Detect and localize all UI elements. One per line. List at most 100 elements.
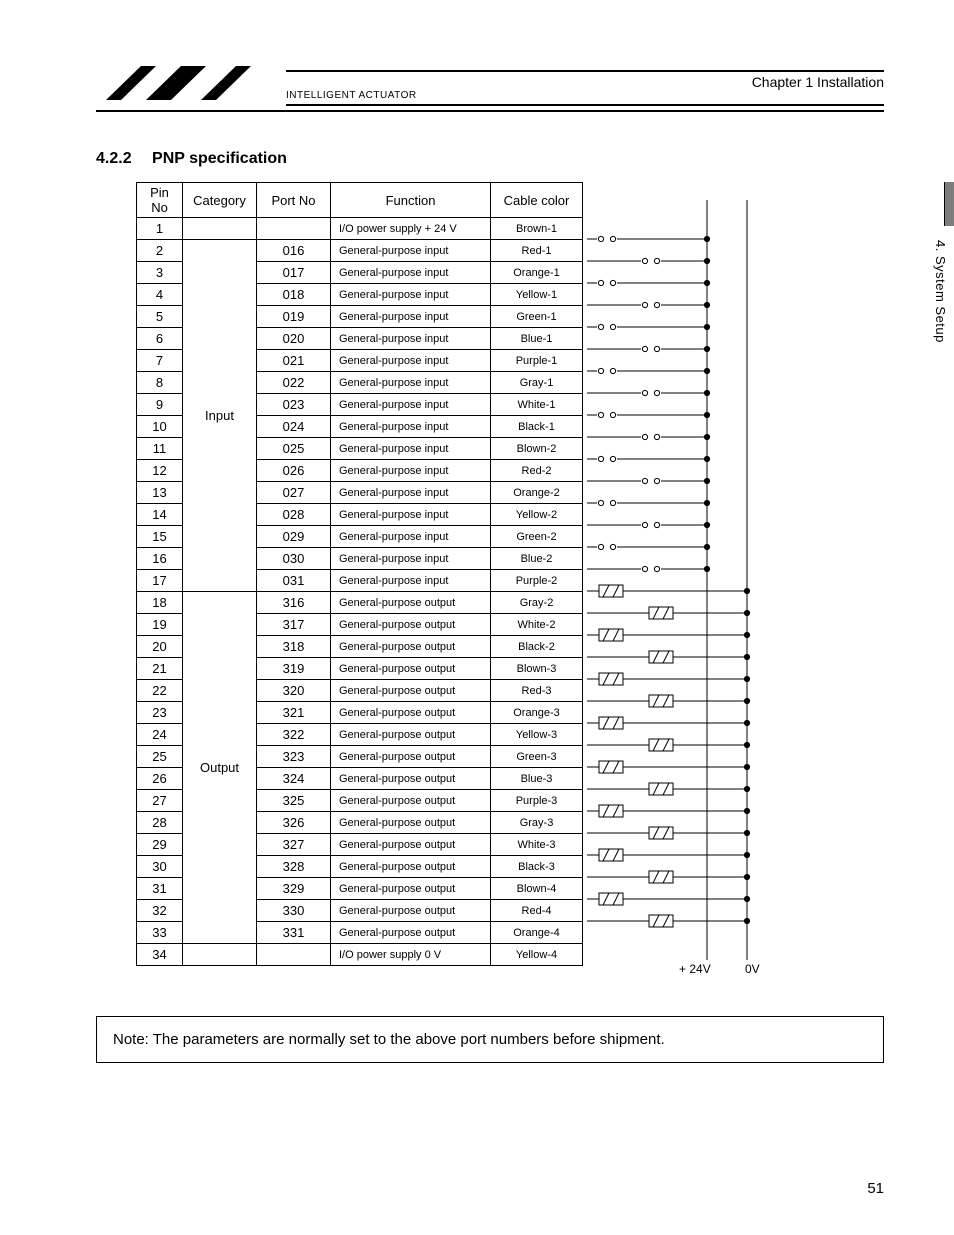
- page-number: 51: [867, 1180, 884, 1197]
- cell-function: General-purpose input: [331, 416, 491, 438]
- cell-function: General-purpose input: [331, 350, 491, 372]
- cell-function: I/O power supply 0 V: [331, 944, 491, 966]
- cell-color: Orange-3: [491, 702, 583, 724]
- cell-pin: 4: [137, 284, 183, 306]
- section-number: 4.2.2: [96, 150, 132, 168]
- cell-function: General-purpose input: [331, 328, 491, 350]
- cell-color: Orange-2: [491, 482, 583, 504]
- cell-port: 031: [257, 570, 331, 592]
- cell-port: 323: [257, 746, 331, 768]
- cell-port: [257, 218, 331, 240]
- cell-color: Blown-4: [491, 878, 583, 900]
- side-tab-bar: [944, 182, 954, 226]
- cell-port: 030: [257, 548, 331, 570]
- cell-function: General-purpose output: [331, 768, 491, 790]
- cell-color: Blue-1: [491, 328, 583, 350]
- cell-category: Input: [183, 240, 257, 592]
- cell-pin: 13: [137, 482, 183, 504]
- cell-function: General-purpose input: [331, 262, 491, 284]
- cell-port: 320: [257, 680, 331, 702]
- page-header: INTELLIGENT ACTUATOR Chapter 1 Installat…: [96, 60, 884, 120]
- cell-pin: 28: [137, 812, 183, 834]
- cell-function: General-purpose output: [331, 636, 491, 658]
- cell-color: Yellow-1: [491, 284, 583, 306]
- cell-pin: 30: [137, 856, 183, 878]
- note-box: Note: The parameters are normally set to…: [96, 1016, 884, 1063]
- cell-port: 322: [257, 724, 331, 746]
- cell-port: 023: [257, 394, 331, 416]
- cell-port: 324: [257, 768, 331, 790]
- cell-color: White-1: [491, 394, 583, 416]
- section-name: PNP specification: [152, 150, 287, 167]
- cell-port: 018: [257, 284, 331, 306]
- cell-color: Blue-2: [491, 548, 583, 570]
- brand-logo: [96, 60, 286, 110]
- cell-pin: 12: [137, 460, 183, 482]
- cell-port: [257, 944, 331, 966]
- cell-pin: 9: [137, 394, 183, 416]
- cell-color: Red-2: [491, 460, 583, 482]
- cell-function: General-purpose output: [331, 724, 491, 746]
- voltage-zero: 0V: [745, 962, 760, 976]
- cell-port: 019: [257, 306, 331, 328]
- cell-color: White-2: [491, 614, 583, 636]
- cell-function: I/O power supply + 24 V: [331, 218, 491, 240]
- cell-port: 326: [257, 812, 331, 834]
- cell-port: 325: [257, 790, 331, 812]
- cell-port: 330: [257, 900, 331, 922]
- cell-function: General-purpose output: [331, 658, 491, 680]
- cell-color: Yellow-2: [491, 504, 583, 526]
- cell-category: [183, 944, 257, 966]
- cell-function: General-purpose input: [331, 548, 491, 570]
- cell-pin: 32: [137, 900, 183, 922]
- section-title: 4.2.2 PNP specification: [96, 150, 884, 168]
- cell-pin: 25: [137, 746, 183, 768]
- cell-color: Red-1: [491, 240, 583, 262]
- cell-port: 026: [257, 460, 331, 482]
- cell-pin: 26: [137, 768, 183, 790]
- cell-pin: 11: [137, 438, 183, 460]
- cell-port: 016: [257, 240, 331, 262]
- cell-function: General-purpose output: [331, 900, 491, 922]
- cell-function: General-purpose output: [331, 592, 491, 614]
- side-tab: 4. System Setup: [926, 200, 954, 420]
- cell-function: General-purpose input: [331, 482, 491, 504]
- cell-port: 317: [257, 614, 331, 636]
- cell-pin: 10: [137, 416, 183, 438]
- cell-category: Output: [183, 592, 257, 944]
- cell-color: Blown-2: [491, 438, 583, 460]
- cell-function: General-purpose output: [331, 834, 491, 856]
- cell-port: 331: [257, 922, 331, 944]
- cell-color: Green-2: [491, 526, 583, 548]
- cell-port: 327: [257, 834, 331, 856]
- cell-function: General-purpose input: [331, 372, 491, 394]
- brand-text: INTELLIGENT ACTUATOR: [286, 90, 417, 101]
- cell-color: Gray-3: [491, 812, 583, 834]
- chapter-label: Chapter 1 Installation: [752, 74, 884, 90]
- cell-function: General-purpose output: [331, 856, 491, 878]
- cell-pin: 31: [137, 878, 183, 900]
- cell-category: [183, 218, 257, 240]
- th-cat: Category: [183, 183, 257, 218]
- th-pin: Pin No: [137, 183, 183, 218]
- cell-port: 021: [257, 350, 331, 372]
- cell-color: Green-1: [491, 306, 583, 328]
- cell-pin: 7: [137, 350, 183, 372]
- cell-port: 029: [257, 526, 331, 548]
- cell-port: 017: [257, 262, 331, 284]
- cell-function: General-purpose output: [331, 614, 491, 636]
- cell-pin: 16: [137, 548, 183, 570]
- pin-table: Pin No Category Port No Function Cable c…: [136, 182, 583, 966]
- cell-color: Black-2: [491, 636, 583, 658]
- cell-function: General-purpose output: [331, 702, 491, 724]
- cell-function: General-purpose input: [331, 460, 491, 482]
- cell-function: General-purpose input: [331, 240, 491, 262]
- cell-color: Purple-1: [491, 350, 583, 372]
- table-row: 2Input016General-purpose inputRed-1: [137, 240, 583, 262]
- th-port: Port No: [257, 183, 331, 218]
- cell-function: General-purpose output: [331, 878, 491, 900]
- cell-port: 329: [257, 878, 331, 900]
- cell-port: 318: [257, 636, 331, 658]
- side-tab-label: 4. System Setup: [933, 240, 948, 343]
- cell-port: 319: [257, 658, 331, 680]
